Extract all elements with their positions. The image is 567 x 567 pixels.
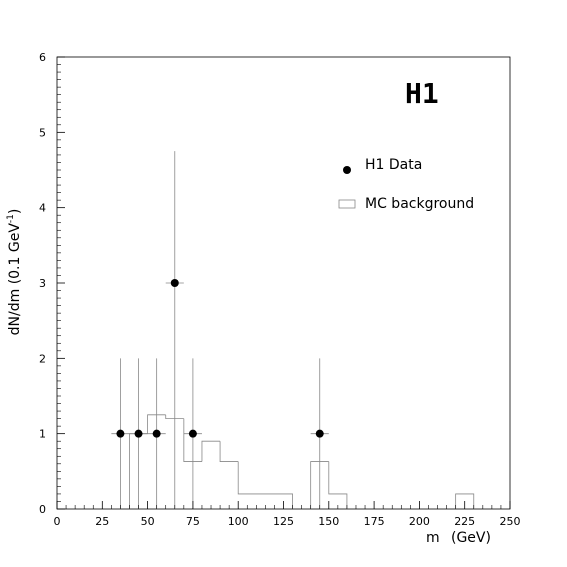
y-tick-label: 3 — [39, 277, 46, 290]
legend-data-label: H1 Data — [365, 157, 422, 173]
y-tick-label: 2 — [39, 352, 46, 365]
data-point — [315, 429, 324, 438]
y-tick-label: 6 — [39, 51, 46, 64]
x-tick-label: 0 — [54, 515, 61, 528]
mc-bin — [183, 418, 202, 462]
data-point — [134, 429, 143, 438]
y-axis-label-exponent: -1 — [6, 214, 16, 223]
mc-bin — [165, 414, 184, 419]
mc-bin — [328, 461, 348, 509]
x-axis-unit: (GeV) — [451, 530, 491, 546]
mc-bin — [310, 461, 329, 509]
mc-background-histogram — [129, 414, 475, 509]
mc-bin — [219, 441, 239, 462]
y-axis-label-close: ) — [7, 209, 23, 214]
mc-bin — [455, 493, 475, 509]
x-tick-label: 100 — [228, 515, 249, 528]
data-point — [152, 429, 161, 438]
data-point — [116, 429, 125, 438]
y-tick-label: 0 — [39, 503, 46, 516]
x-tick-label: 125 — [273, 515, 294, 528]
x-tick-label: 250 — [500, 515, 521, 528]
legend-mc-marker — [338, 199, 356, 209]
data-point — [188, 429, 197, 438]
x-tick-label: 175 — [364, 515, 385, 528]
mc-bin — [201, 440, 221, 462]
data-point — [170, 279, 179, 287]
legend-mc-label: MC background — [365, 196, 474, 212]
y-axis-label: dN/dm (0.1 GeV-1) — [6, 209, 23, 336]
x-tick-label: 225 — [454, 515, 475, 528]
y-axis-label-main: dN/dm (0.1 GeV — [7, 223, 23, 336]
mc-bin — [147, 414, 166, 434]
x-tick-label: 25 — [95, 515, 109, 528]
mc-bin — [237, 461, 293, 509]
x-tick-label: 75 — [186, 515, 200, 528]
y-tick-label: 4 — [39, 202, 46, 215]
y-axis-ticks: 0 1 2 3 4 5 6 — [39, 51, 65, 516]
x-tick-label: 200 — [409, 515, 430, 528]
data-points — [111, 151, 329, 509]
x-axis-variable: m — [426, 530, 440, 546]
h1-brand-label: H1 — [405, 77, 439, 110]
x-tick-label: 150 — [318, 515, 339, 528]
legend-data-marker — [343, 166, 351, 174]
x-tick-label: 50 — [141, 515, 155, 528]
y-tick-label: 1 — [39, 428, 46, 441]
y-tick-label: 5 — [39, 126, 46, 139]
x-axis-ticks: 0 25 50 75 100 125 150 175 200 225 250 — [54, 501, 521, 528]
plot-frame — [56, 56, 511, 510]
